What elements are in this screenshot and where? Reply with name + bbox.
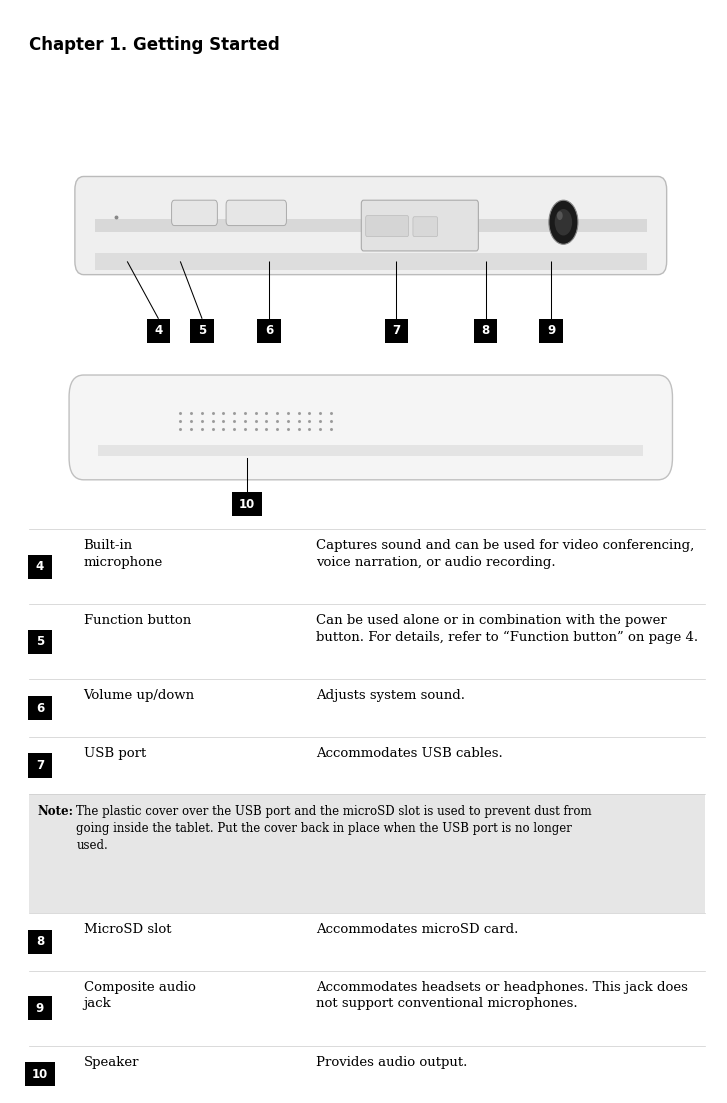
Text: 6: 6 [36,702,44,715]
Text: Speaker: Speaker [84,1056,139,1069]
FancyBboxPatch shape [28,996,52,1020]
Text: 8: 8 [481,324,490,338]
Text: 9: 9 [547,324,555,338]
Circle shape [555,210,572,236]
FancyBboxPatch shape [28,555,52,579]
FancyBboxPatch shape [257,319,281,343]
Bar [95,253,647,270]
FancyBboxPatch shape [147,319,170,343]
Text: USB port: USB port [84,747,146,760]
Text: Function button: Function button [84,614,191,628]
Text: Built-in
microphone: Built-in microphone [84,539,163,569]
Bar [95,218,647,233]
Text: 10: 10 [32,1068,48,1081]
Text: Captures sound and can be used for video conferencing,
voice narration, or audio: Captures sound and can be used for video… [316,539,694,569]
FancyBboxPatch shape [69,375,672,480]
Text: 7: 7 [36,759,44,772]
FancyBboxPatch shape [172,201,217,226]
Text: 2: 2 [29,1063,40,1079]
Text: Note:: Note: [38,805,74,818]
FancyBboxPatch shape [385,319,408,343]
Text: Can be used alone or in combination with the power
button. For details, refer to: Can be used alone or in combination with… [316,614,699,644]
Text: 10: 10 [239,497,255,511]
Text: 4: 4 [36,560,44,574]
FancyBboxPatch shape [539,319,563,343]
Circle shape [549,201,578,244]
Text: 5: 5 [36,635,44,649]
Text: 6: 6 [265,324,273,338]
Text: 7: 7 [392,324,401,338]
Text: Accommodates microSD card.: Accommodates microSD card. [316,923,518,936]
Bar [29,794,705,913]
Text: 8: 8 [36,935,44,949]
FancyBboxPatch shape [28,753,52,778]
FancyBboxPatch shape [190,319,214,343]
Text: 9: 9 [36,1002,44,1015]
Text: 4: 4 [154,324,163,338]
FancyBboxPatch shape [474,319,497,343]
FancyBboxPatch shape [366,216,409,237]
FancyBboxPatch shape [413,216,438,237]
Text: Composite audio
jack: Composite audio jack [84,981,196,1010]
Text: The plastic cover over the USB port and the microSD slot is used to prevent dust: The plastic cover over the USB port and … [76,805,592,853]
Text: MicroSD slot: MicroSD slot [84,923,171,936]
Text: Accommodates USB cables.: Accommodates USB cables. [316,747,503,760]
FancyBboxPatch shape [28,630,52,654]
FancyBboxPatch shape [25,1062,55,1086]
Text: Adjusts system sound.: Adjusts system sound. [316,689,465,703]
Text: Chapter 1. Getting Started: Chapter 1. Getting Started [29,36,280,54]
Text: Provides audio output.: Provides audio output. [316,1056,467,1069]
FancyBboxPatch shape [28,930,52,954]
FancyBboxPatch shape [232,492,262,516]
FancyBboxPatch shape [28,696,52,720]
Bar [98,445,643,456]
FancyBboxPatch shape [361,201,478,251]
Text: 5: 5 [198,324,206,338]
Circle shape [557,211,563,221]
FancyBboxPatch shape [226,201,286,226]
Text: Accommodates headsets or headphones. This jack does
not support conventional mic: Accommodates headsets or headphones. Thi… [316,981,688,1010]
FancyBboxPatch shape [75,176,667,275]
Text: Volume up/down: Volume up/down [84,689,195,703]
